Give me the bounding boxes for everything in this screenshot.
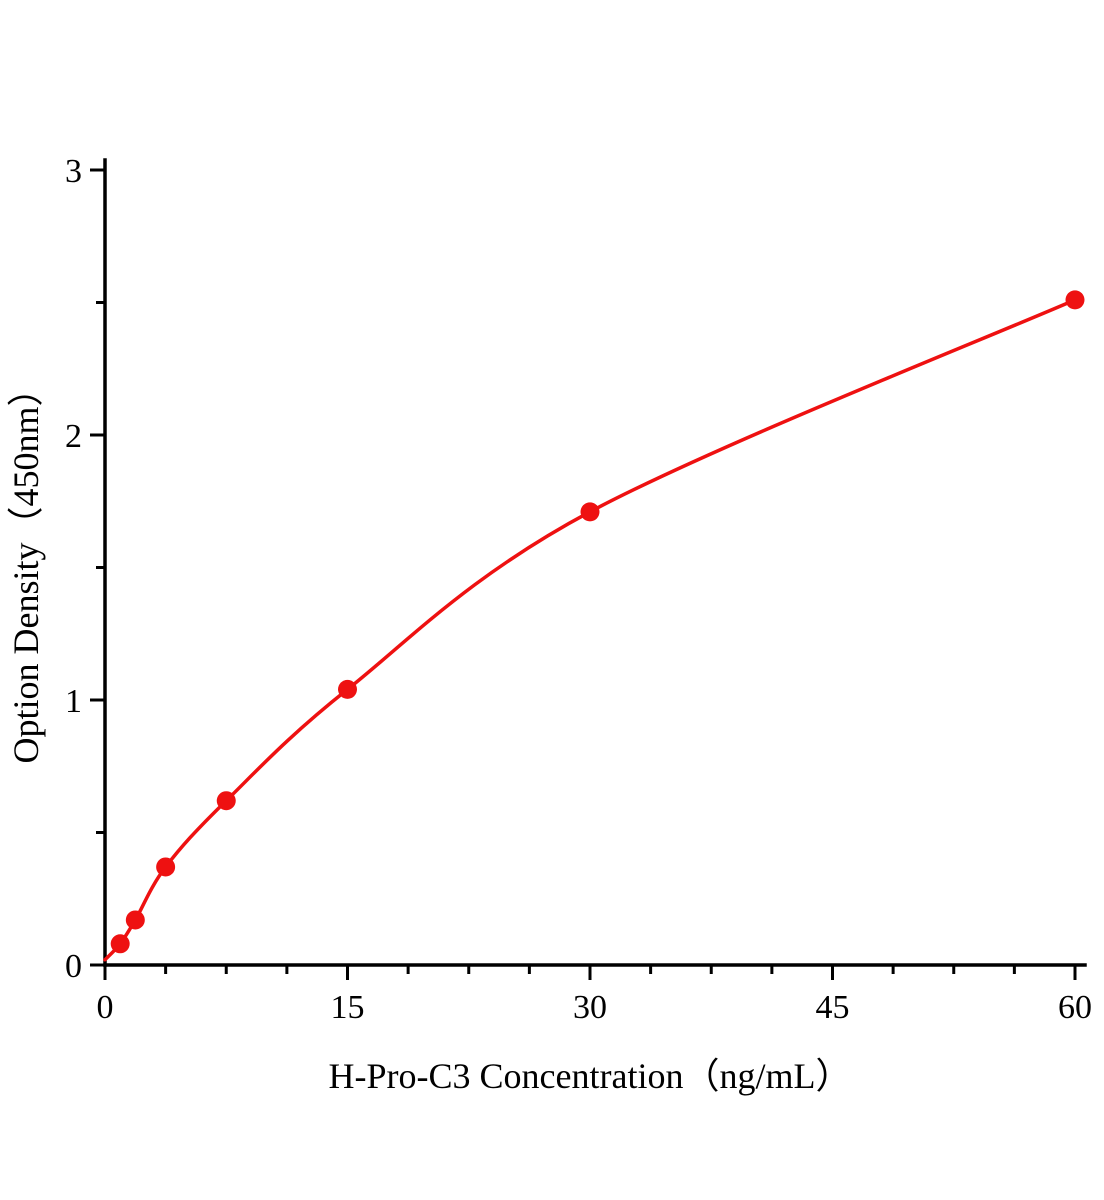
x-tick-label: 0 — [97, 989, 114, 1026]
data-point — [156, 857, 176, 877]
data-point — [125, 910, 145, 930]
y-tick-label: 0 — [65, 948, 82, 985]
x-tick-label: 60 — [1058, 989, 1092, 1026]
data-point — [338, 679, 357, 699]
plot-layer: 0 15 30 45 60 0 1 2 3 — [65, 153, 1092, 1026]
x-axis-label: H-Pro-C3 Concentration（ng/mL） — [329, 1056, 852, 1096]
data-point — [110, 934, 130, 954]
y-axis-label: Option Density（450nm） — [6, 371, 46, 764]
x-tick-label: 45 — [816, 989, 850, 1026]
standard-curve-line — [103, 298, 1077, 962]
y-tick-label: 2 — [65, 418, 82, 455]
data-point — [216, 791, 236, 811]
data-point — [1065, 290, 1085, 310]
x-tick-label: 15 — [331, 989, 365, 1026]
y-tick-label: 1 — [65, 683, 82, 720]
x-tick-label: 30 — [573, 989, 607, 1026]
data-point — [580, 502, 600, 522]
y-tick-label: 3 — [65, 153, 82, 190]
